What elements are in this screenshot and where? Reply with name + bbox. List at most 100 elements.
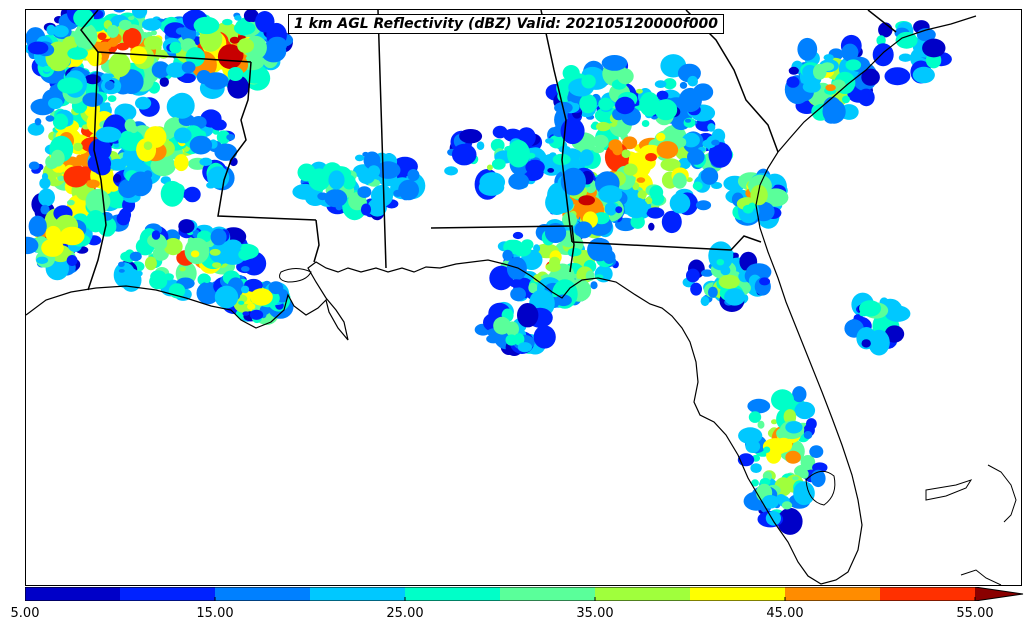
reflectivity-cell (178, 219, 195, 234)
reflectivity-cell (29, 228, 39, 236)
reflectivity-cell (502, 249, 513, 261)
reflectivity-cell (660, 158, 681, 172)
reflectivity-cell (692, 181, 703, 191)
colorbar-segment (405, 587, 501, 601)
reflectivity-cell (444, 166, 458, 176)
reflectivity-cell (118, 261, 125, 267)
reflectivity-cell (150, 270, 167, 283)
reflectivity-cell (398, 181, 414, 199)
reflectivity-cell (492, 125, 508, 139)
reflectivity-cell (39, 177, 51, 189)
reflectivity-cell (598, 97, 613, 111)
reflectivity-cell (601, 55, 628, 71)
border-ga-sc (685, 10, 779, 153)
reflectivity-cell (59, 226, 85, 246)
reflectivity-cell (486, 164, 493, 171)
reflectivity-cell (34, 118, 42, 126)
reflectivity-cells (26, 10, 952, 535)
reflectivity-cell (144, 256, 157, 271)
colorbar-tick-labels: 5.00 15.00 25.00 35.00 45.00 55.00 (0, 606, 1033, 626)
reflectivity-cell (656, 141, 679, 159)
reflectivity-cell (825, 84, 836, 92)
reflectivity-cell (661, 210, 682, 234)
reflectivity-cell (884, 325, 905, 343)
reflectivity-cell (551, 195, 574, 213)
reflectivity-cell (113, 10, 126, 13)
colorbar-segment (120, 587, 216, 601)
reflectivity-cell (45, 225, 62, 243)
reflectivity-cell (765, 511, 782, 526)
reflectivity-cell (750, 463, 762, 473)
colorbar-tick-label: 25.00 (386, 606, 424, 621)
reflectivity-cell (175, 27, 187, 35)
reflectivity-cell (517, 342, 532, 353)
reflectivity-cell (845, 59, 862, 71)
reflectivity-cell (781, 501, 793, 510)
border-tn (80, 10, 99, 53)
reflectivity-cell (486, 334, 501, 344)
reflectivity-cell (615, 206, 623, 214)
reflectivity-cell (590, 281, 598, 290)
reflectivity-cell (669, 192, 691, 214)
reflectivity-cell (129, 125, 138, 134)
reflectivity-cell (615, 96, 635, 115)
colorbar-segment (500, 587, 596, 601)
reflectivity-cell (42, 65, 51, 73)
bahamas-east-coast (987, 464, 1017, 523)
reflectivity-cell (510, 287, 526, 302)
reflectivity-cell (876, 35, 886, 46)
reflectivity-cell (560, 167, 587, 196)
reflectivity-cell (690, 282, 702, 296)
lake-okeechobee (805, 470, 836, 506)
reflectivity-cell (84, 74, 101, 85)
reflectivity-cell (636, 177, 646, 183)
reflectivity-cell (654, 99, 678, 121)
reflectivity-cell (898, 53, 913, 62)
reflectivity-cell (328, 170, 345, 190)
reflectivity-cell (639, 144, 663, 159)
reflectivity-cell (220, 247, 246, 265)
reflectivity-cell (237, 38, 255, 53)
reflectivity-cell (212, 262, 222, 268)
reflectivity-cell (45, 115, 55, 122)
reflectivity-cell (645, 153, 657, 162)
bahamas-coast (925, 479, 973, 501)
reflectivity-cell (922, 38, 946, 58)
reflectivity-cell (132, 10, 148, 19)
reflectivity-cell (179, 73, 196, 83)
reflectivity-cell (371, 184, 393, 207)
reflectivity-cell (757, 420, 765, 429)
reflectivity-cell (95, 126, 122, 143)
reflectivity-cell (885, 305, 911, 322)
reflectivity-cell (357, 186, 372, 199)
reflectivity-cell (222, 18, 233, 26)
reflectivity-cell (873, 318, 882, 327)
reflectivity-cell (50, 149, 65, 167)
reflectivity-cell (143, 141, 153, 150)
reflectivity-cell (731, 252, 739, 259)
reflectivity-cell (820, 62, 835, 71)
reflectivity-cell (578, 195, 595, 206)
reflectivity-cell (545, 223, 567, 243)
reflectivity-cell (687, 75, 698, 87)
reflectivity-cell (555, 294, 572, 307)
reflectivity-cell (128, 16, 135, 20)
map-frame (25, 9, 1022, 586)
reflectivity-cell (224, 239, 242, 252)
reflectivity-cell (174, 127, 192, 144)
reflectivity-cell (40, 204, 50, 215)
reflectivity-cell (623, 163, 638, 176)
colorbar-segment (880, 587, 976, 601)
reflectivity-cell (199, 157, 213, 166)
reflectivity-cell (503, 128, 523, 142)
reflectivity-cell (507, 139, 530, 168)
reflectivity-cell (268, 281, 284, 295)
reflectivity-cell (724, 275, 736, 283)
reflectivity-cell (209, 248, 221, 256)
reflectivity-cell (41, 173, 49, 180)
reflectivity-cell (672, 172, 687, 189)
reflectivity-cell (724, 288, 746, 306)
reflectivity-cell (792, 476, 799, 481)
colorbar-tick-label: 45.00 (766, 606, 804, 621)
colorbar (25, 587, 1024, 601)
